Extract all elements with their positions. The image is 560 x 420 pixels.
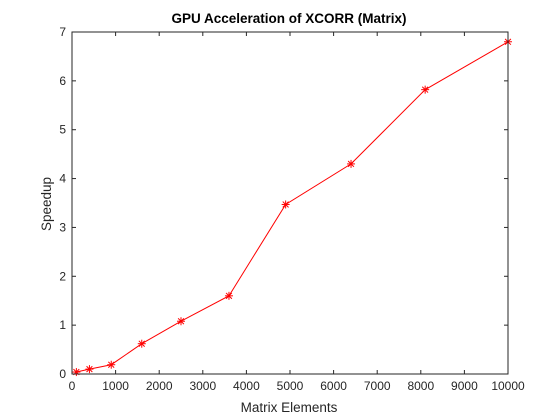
data-point-stroke <box>138 340 146 347</box>
y-tick-label: 0 <box>59 367 66 381</box>
data-point <box>421 85 430 94</box>
x-tick-label: 9000 <box>451 379 478 393</box>
plot-area <box>72 32 508 374</box>
x-tick-label: 8000 <box>407 379 434 393</box>
y-tick-label: 3 <box>59 220 66 234</box>
x-tick-label: 0 <box>69 379 76 393</box>
x-tick-label: 1000 <box>102 379 129 393</box>
data-point <box>281 200 290 209</box>
data-point <box>347 159 356 168</box>
y-tick-label: 5 <box>59 123 66 137</box>
data-point <box>224 291 233 300</box>
data-point <box>137 339 146 348</box>
y-tick-label: 2 <box>59 269 66 283</box>
x-tick-label: 5000 <box>277 379 304 393</box>
x-tick-label: 2000 <box>146 379 173 393</box>
x-tick-label: 10000 <box>491 379 525 393</box>
data-point <box>177 317 185 326</box>
data-point-stroke <box>282 201 289 208</box>
data-point <box>85 365 94 374</box>
data-point-stroke <box>421 86 429 93</box>
data-point-stroke <box>107 361 115 368</box>
y-axis-label: Speedup <box>39 177 54 231</box>
data-point-stroke <box>347 160 355 168</box>
y-tick-label: 6 <box>59 74 66 88</box>
series-line <box>76 41 509 373</box>
chart-title: GPU Acceleration of XCORR (Matrix) <box>171 11 406 26</box>
x-tick-label: 3000 <box>189 379 216 393</box>
x-tick-label: 6000 <box>320 379 347 393</box>
data-point <box>107 360 116 369</box>
data-point <box>72 368 81 377</box>
data-point-stroke <box>86 365 93 373</box>
x-axis-label: Matrix Elements <box>241 400 338 415</box>
data-point-stroke <box>225 292 233 300</box>
y-tick-label: 4 <box>59 172 66 186</box>
y-tick-label: 7 <box>59 25 66 39</box>
x-tick-label: 7000 <box>364 379 391 393</box>
data-point-stroke <box>177 317 185 325</box>
x-tick-label: 4000 <box>233 379 260 393</box>
plot-frame <box>71 31 509 375</box>
y-tick-label: 1 <box>59 318 66 332</box>
